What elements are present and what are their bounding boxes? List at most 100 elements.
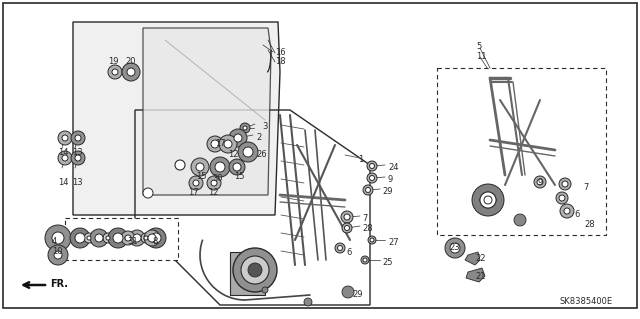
Circle shape [207, 136, 223, 152]
Bar [437, 68, 606, 235]
Circle shape [559, 178, 571, 190]
Circle shape [143, 188, 153, 198]
Polygon shape [143, 28, 271, 195]
Polygon shape [73, 22, 280, 215]
Text: 6: 6 [346, 248, 351, 257]
Circle shape [211, 140, 219, 148]
Circle shape [484, 196, 492, 204]
Circle shape [191, 158, 209, 176]
Circle shape [556, 192, 568, 204]
Circle shape [189, 176, 203, 190]
Text: 17: 17 [215, 139, 226, 148]
Circle shape [211, 180, 217, 186]
Circle shape [562, 181, 568, 187]
Circle shape [262, 287, 268, 293]
Circle shape [90, 229, 108, 247]
Circle shape [127, 68, 135, 76]
Circle shape [233, 163, 241, 171]
Circle shape [62, 135, 68, 141]
Circle shape [370, 238, 374, 242]
Text: 20: 20 [125, 57, 136, 66]
Circle shape [238, 142, 258, 162]
Circle shape [71, 131, 85, 145]
Text: 12: 12 [228, 150, 239, 159]
Circle shape [361, 256, 369, 264]
Circle shape [341, 211, 353, 223]
Circle shape [144, 236, 148, 240]
Text: 11: 11 [476, 52, 486, 61]
Circle shape [58, 151, 72, 165]
Circle shape [141, 233, 151, 243]
Circle shape [151, 233, 161, 243]
Circle shape [125, 236, 129, 240]
Text: 6: 6 [574, 210, 579, 219]
Circle shape [243, 126, 247, 130]
Circle shape [229, 159, 245, 175]
Circle shape [175, 160, 185, 170]
Text: 27: 27 [388, 238, 399, 247]
Circle shape [112, 69, 118, 75]
Circle shape [234, 134, 242, 142]
Circle shape [70, 228, 90, 248]
Circle shape [241, 256, 269, 284]
Text: 1: 1 [358, 155, 364, 164]
Circle shape [196, 163, 204, 171]
Circle shape [48, 245, 68, 265]
Text: 18: 18 [275, 57, 285, 66]
Circle shape [445, 238, 465, 258]
Circle shape [108, 65, 122, 79]
Polygon shape [465, 252, 480, 265]
Circle shape [229, 129, 247, 147]
Bar [65, 218, 178, 260]
Text: 23: 23 [449, 243, 460, 252]
Circle shape [193, 180, 199, 186]
Circle shape [304, 298, 312, 306]
Circle shape [54, 251, 62, 259]
Text: 7: 7 [583, 183, 588, 192]
Text: 29: 29 [382, 187, 392, 196]
Text: 15: 15 [196, 172, 207, 181]
Circle shape [335, 243, 345, 253]
Text: 14: 14 [58, 148, 68, 157]
Text: 9: 9 [537, 178, 542, 187]
Circle shape [84, 233, 94, 243]
Circle shape [344, 214, 350, 220]
Circle shape [248, 263, 262, 277]
Circle shape [367, 161, 377, 171]
Circle shape [103, 233, 113, 243]
Polygon shape [466, 268, 485, 282]
Circle shape [148, 234, 156, 242]
Circle shape [122, 233, 132, 243]
Text: 2: 2 [256, 133, 261, 142]
Circle shape [243, 147, 253, 157]
Text: 7: 7 [362, 214, 367, 223]
Circle shape [71, 151, 85, 165]
Text: 5: 5 [476, 42, 481, 51]
Circle shape [514, 214, 526, 226]
Circle shape [560, 204, 574, 218]
Text: 13: 13 [72, 148, 83, 157]
Circle shape [480, 192, 496, 208]
Text: 17: 17 [188, 188, 198, 197]
Circle shape [363, 258, 367, 262]
Circle shape [480, 192, 496, 208]
Circle shape [121, 231, 135, 245]
Text: 13: 13 [72, 178, 83, 187]
Text: FR.: FR. [50, 279, 68, 289]
Text: 31: 31 [127, 237, 138, 246]
Text: 25: 25 [382, 258, 392, 267]
Text: 15: 15 [234, 172, 244, 181]
Text: 30: 30 [212, 174, 223, 183]
Text: SK8385400E: SK8385400E [560, 297, 613, 306]
Circle shape [75, 233, 85, 243]
Circle shape [45, 225, 71, 251]
Circle shape [87, 236, 91, 240]
Circle shape [113, 233, 123, 243]
Circle shape [125, 235, 131, 241]
Circle shape [52, 232, 64, 244]
Text: 9: 9 [388, 175, 393, 184]
Circle shape [564, 208, 570, 214]
Circle shape [344, 226, 349, 231]
Circle shape [337, 246, 342, 250]
Text: 14: 14 [58, 178, 68, 187]
